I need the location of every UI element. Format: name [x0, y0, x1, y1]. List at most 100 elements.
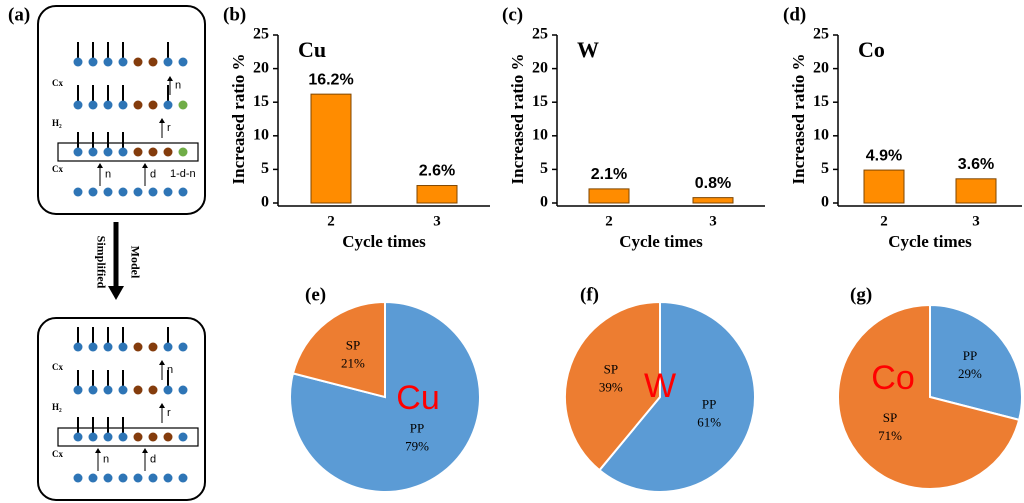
x-axis-label: Cycle times	[888, 232, 972, 251]
arrow-label: 1-d-n	[170, 168, 196, 180]
atom	[179, 148, 188, 157]
panel-label: (g)	[850, 284, 872, 305]
atom	[74, 148, 83, 157]
bar	[311, 94, 351, 203]
atom	[119, 386, 128, 395]
arrow-label: n	[103, 453, 109, 465]
arrow-label: r	[167, 122, 171, 134]
value-label: 16.2%	[308, 71, 353, 88]
atom	[134, 386, 143, 395]
x-tick-label: 3	[709, 213, 717, 229]
bar	[864, 170, 904, 203]
y-tick-label: 15	[253, 93, 269, 110]
arrow-head	[159, 360, 165, 365]
atom	[149, 101, 158, 110]
y-tick-label: 5	[821, 160, 829, 177]
layer-label: H₂	[52, 118, 62, 128]
y-tick-label: 10	[253, 126, 269, 143]
atom	[89, 386, 98, 395]
atom	[119, 188, 128, 197]
atom	[104, 101, 113, 110]
atom	[74, 343, 83, 352]
bar	[417, 186, 457, 203]
y-tick-label: 25	[253, 26, 269, 43]
panel-label: (b)	[223, 4, 246, 25]
y-tick-label: 0	[821, 194, 829, 211]
atom	[179, 188, 188, 197]
atom	[89, 101, 98, 110]
chart-title: Cu	[298, 37, 326, 62]
atom	[134, 474, 143, 483]
slice-value: 21%	[341, 356, 365, 371]
arrow-head	[159, 403, 165, 408]
arrow-label: n	[167, 364, 173, 376]
value-label: 2.1%	[591, 166, 627, 183]
value-label: 0.8%	[695, 175, 731, 192]
atom	[119, 343, 128, 352]
atom	[89, 58, 98, 67]
atom	[134, 148, 143, 157]
atom	[89, 474, 98, 483]
atom	[74, 101, 83, 110]
atom	[149, 58, 158, 67]
figure: (a) Simplified Model CxH₂Cxnrnd1-d-nCxH₂…	[0, 0, 1024, 503]
atom	[149, 148, 158, 157]
bar	[956, 179, 996, 203]
atom	[104, 58, 113, 67]
arrow-head	[142, 163, 148, 168]
y-axis-label: Increased ratio %	[229, 54, 248, 185]
x-axis-label: Cycle times	[619, 232, 703, 251]
arrow-label: n	[175, 79, 181, 91]
atom	[89, 188, 98, 197]
x-tick-label: 2	[327, 213, 335, 229]
atom	[164, 343, 173, 352]
transition-text: Simplified	[94, 236, 108, 289]
y-tick-label: 0	[261, 194, 269, 211]
y-axis-label: Increased ratio %	[789, 54, 808, 185]
x-axis-label: Cycle times	[342, 232, 426, 251]
value-label: 4.9%	[866, 147, 902, 164]
atom	[179, 386, 188, 395]
arrow-head	[97, 163, 103, 168]
atom	[149, 386, 158, 395]
slice-value: 29%	[958, 366, 982, 381]
atom	[149, 433, 158, 442]
bar	[693, 198, 733, 203]
atom	[164, 101, 173, 110]
atom	[74, 58, 83, 67]
slice-label: PP	[702, 397, 716, 412]
chart-title: Co	[858, 37, 885, 62]
pie-annotation: W	[644, 367, 676, 405]
atom	[119, 474, 128, 483]
arrow-head	[95, 448, 101, 453]
slice-label: PP	[963, 348, 977, 363]
slice-value: 61%	[697, 415, 721, 430]
x-tick-label: 3	[433, 213, 441, 229]
atom	[134, 58, 143, 67]
slice-label: PP	[410, 420, 424, 435]
atom	[119, 58, 128, 67]
slice-value: 71%	[878, 428, 902, 443]
atom	[74, 188, 83, 197]
y-tick-label: 5	[261, 160, 269, 177]
slice-value: 79%	[405, 438, 429, 453]
layer-label: Cx	[52, 449, 63, 459]
arrow-head	[159, 118, 165, 123]
y-tick-label: 15	[813, 93, 829, 110]
atom	[134, 101, 143, 110]
atom	[164, 474, 173, 483]
atom	[134, 188, 143, 197]
atom	[89, 148, 98, 157]
atom	[74, 474, 83, 483]
atom	[89, 433, 98, 442]
atom	[164, 58, 173, 67]
transition-text: Model	[128, 246, 142, 279]
layer-label: Cx	[52, 362, 63, 372]
x-tick-label: 2	[605, 213, 613, 229]
atom	[74, 433, 83, 442]
chart-title: W	[577, 37, 599, 62]
layer-label: Cx	[52, 78, 63, 88]
atom	[179, 58, 188, 67]
value-label: 3.6%	[958, 156, 994, 173]
layer-label: H₂	[52, 402, 62, 412]
